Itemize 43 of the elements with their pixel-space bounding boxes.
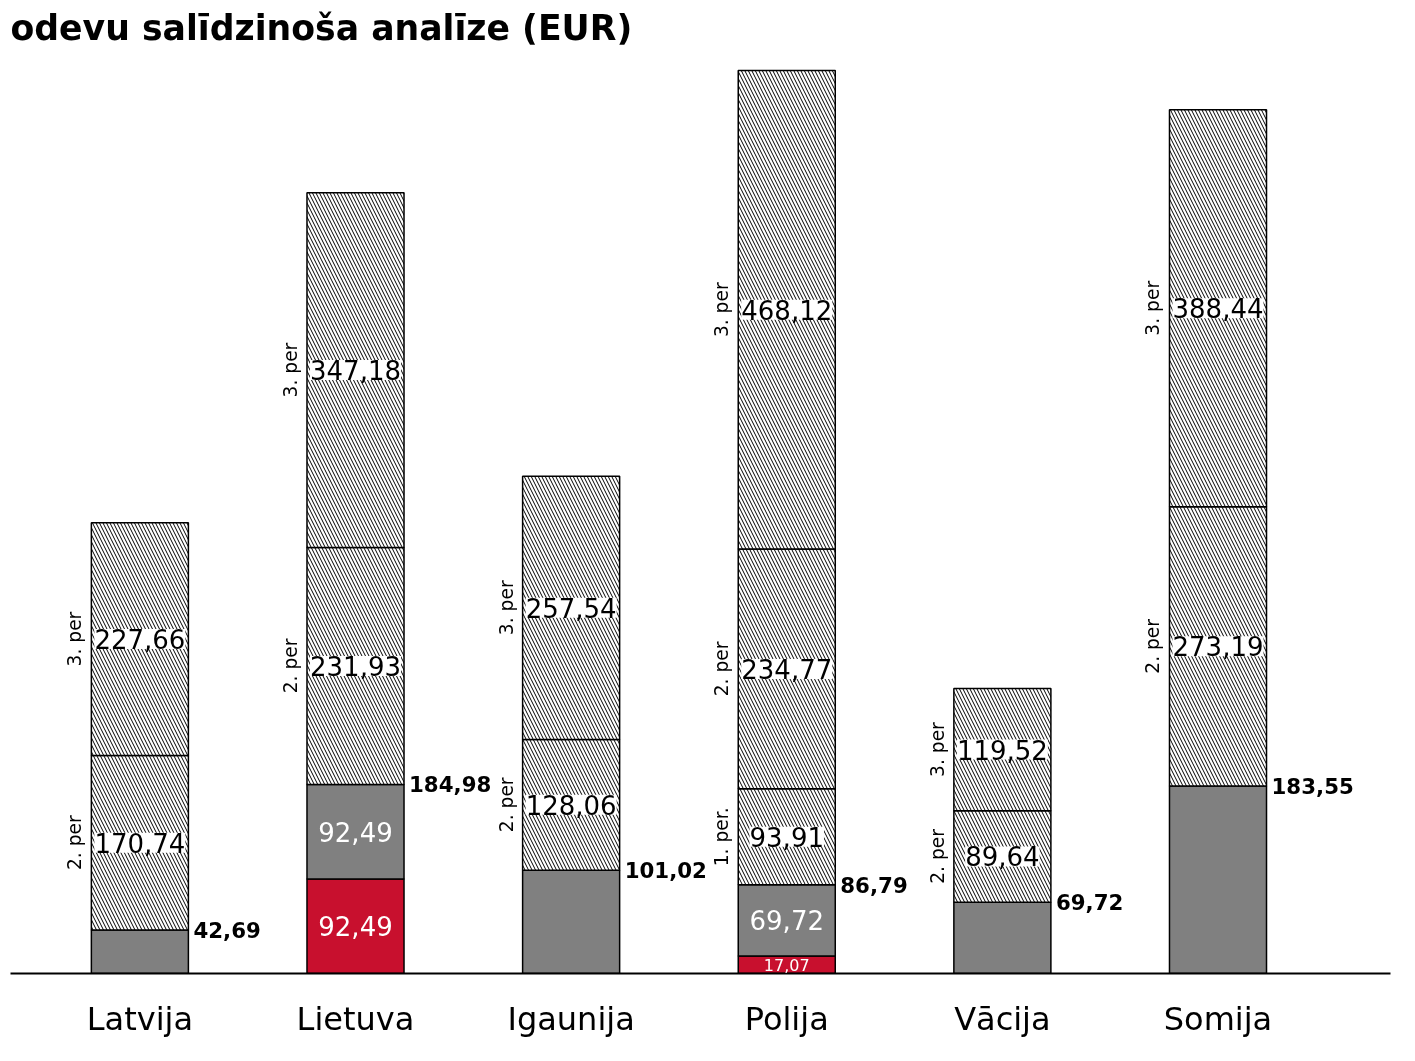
x-tick-label: Polija <box>744 999 829 1038</box>
data-label: 347,18 <box>310 356 401 387</box>
annotation: 101,02 <box>624 858 707 884</box>
data-label: 128,06 <box>525 790 617 821</box>
data-label: 227,66 <box>94 625 186 656</box>
annotation: 86,79 <box>840 872 908 898</box>
annotation: 183,55 <box>1271 773 1354 799</box>
data-label: 69,72 <box>749 906 824 937</box>
text: 3. per <box>64 611 86 667</box>
data-label: 119,52 <box>956 735 1048 766</box>
text: 3. per <box>279 342 301 398</box>
data-label: 231,93 <box>310 651 401 682</box>
annotation: 184,98 <box>409 772 492 798</box>
data-label: 273,19 <box>1172 632 1264 663</box>
text: 3. per <box>711 282 733 338</box>
annotation: 69,72 <box>1055 890 1124 916</box>
text: 1. per. <box>711 807 733 867</box>
text: 2. per <box>64 814 86 870</box>
text: 2. per <box>711 641 733 697</box>
data-label: 468,12 <box>741 295 833 326</box>
x-tick-label: Somija <box>1163 999 1273 1038</box>
text: 2. per <box>926 829 948 884</box>
text: 2. per <box>1142 618 1164 674</box>
data-label: 93,91 <box>749 822 824 853</box>
chart-title: odevu salīdzinoša analīze (EUR) <box>10 7 633 48</box>
x-tick-label: Vācija <box>954 999 1051 1038</box>
data-label: 92,49 <box>318 817 393 848</box>
text: 3. per <box>926 722 948 777</box>
data-label: 257,54 <box>525 593 617 624</box>
data-label: 92,49 <box>318 912 393 943</box>
annotation: 42,69 <box>193 917 261 943</box>
data-label: 170,74 <box>94 828 186 859</box>
text: 2. per <box>495 777 517 833</box>
data-label: 17,07 <box>763 955 810 975</box>
text: 2. per <box>279 638 301 694</box>
data-label: 388,44 <box>1172 294 1264 325</box>
x-tick-label: Igaunija <box>507 999 635 1038</box>
text: 3. per <box>1142 280 1164 336</box>
data-label: 234,77 <box>741 654 833 685</box>
text: 3. per <box>495 580 517 636</box>
data-label: 89,64 <box>965 842 1040 873</box>
x-tick-label: Latvija <box>86 999 194 1038</box>
x-tick-label: Lietuva <box>296 999 415 1038</box>
